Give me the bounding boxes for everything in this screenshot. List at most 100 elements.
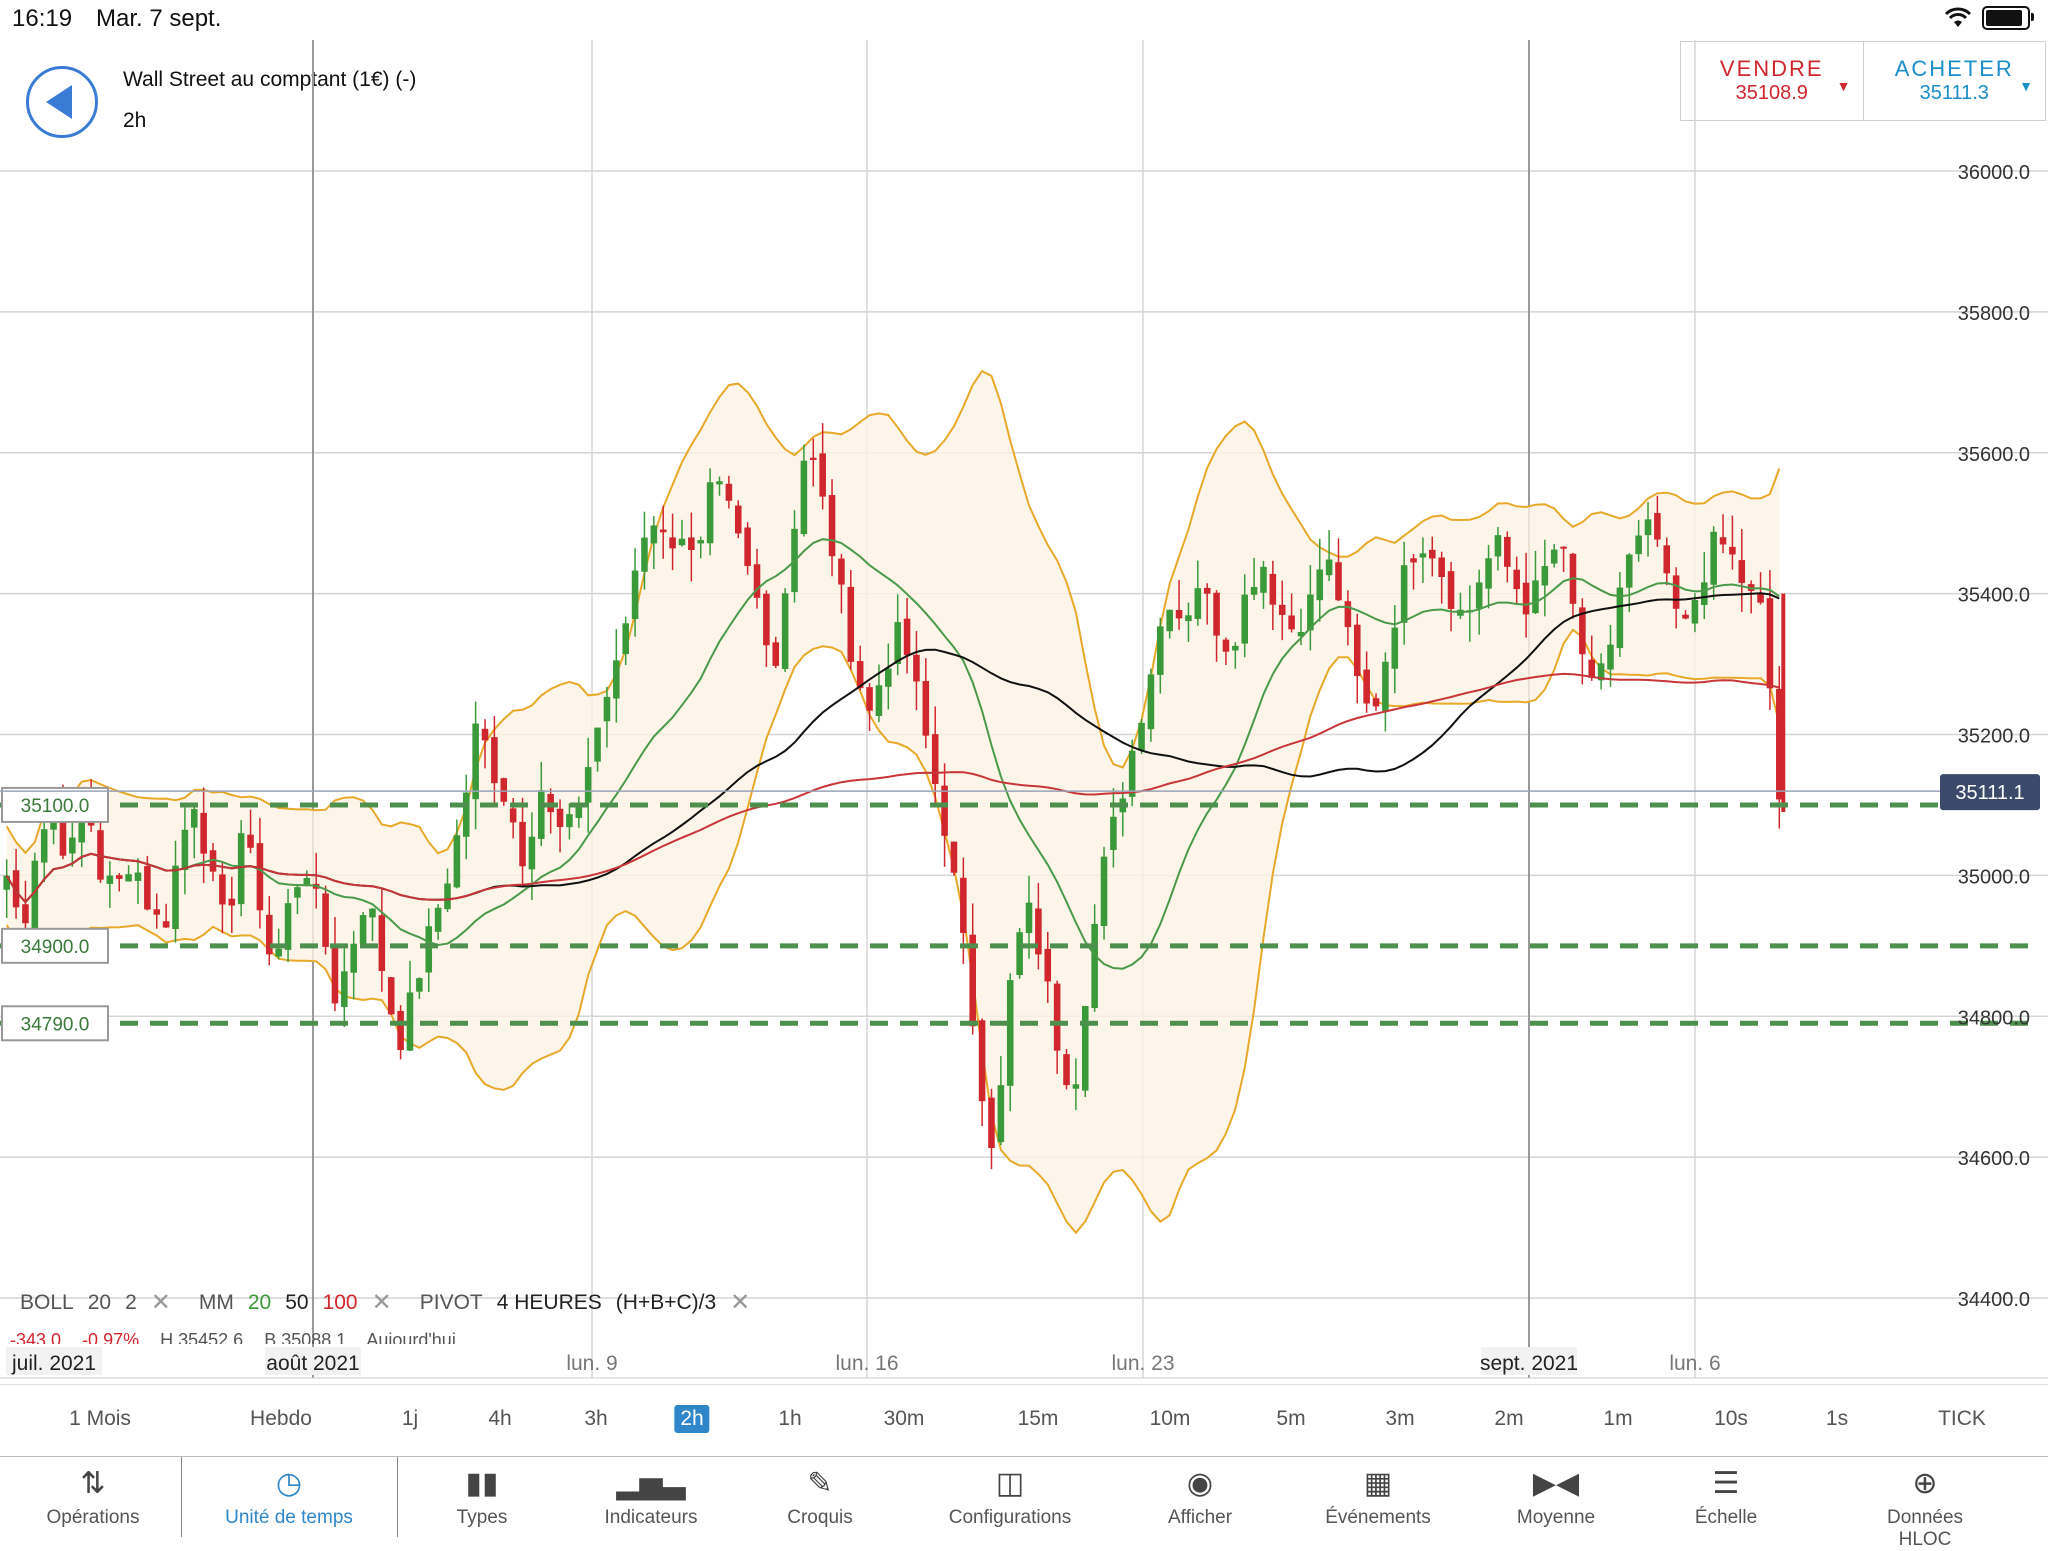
timeframe-3m[interactable]: 3m: [1385, 1407, 1415, 1430]
pencil-icon: ✎: [807, 1467, 833, 1500]
candle-body: [472, 723, 479, 800]
boll-remove-icon[interactable]: ✕: [150, 1289, 171, 1316]
battery-icon: [1982, 6, 2034, 30]
candle-body: [753, 564, 761, 598]
buy-button[interactable]: ACHETER 35111.3 ▼: [1862, 42, 2046, 120]
price-chart[interactable]: 35100.0 34900.0 34790.0 35111.1 36000.0 3580…: [0, 40, 2048, 1380]
nav-clock[interactable]: ◷ Unité de temps: [225, 1457, 353, 1537]
timeframe-1s[interactable]: 1s: [1825, 1407, 1849, 1430]
scale-icon: ☰: [1712, 1467, 1740, 1500]
candle-body: [1091, 923, 1098, 1009]
candle-body: [809, 457, 817, 460]
status-date: Mar. 7 sept.: [96, 5, 222, 32]
pivot-param-2: (H+B+C)/3: [615, 1290, 717, 1314]
nav-average[interactable]: ▶◀ Moyenne: [1517, 1457, 1595, 1537]
candle-body: [509, 808, 517, 823]
status-icons: [1944, 6, 2034, 30]
candle-body: [1597, 663, 1605, 681]
timeframe-30m[interactable]: 30m: [883, 1407, 925, 1430]
candle-body: [1447, 571, 1455, 609]
candle-body: [1616, 587, 1624, 649]
candle-body: [838, 558, 845, 585]
current-price-tag[interactable]: [1940, 774, 2040, 811]
candle-body: [228, 898, 236, 906]
candle-body: [1710, 531, 1717, 585]
candle-body: [960, 877, 967, 933]
candle-body: [406, 992, 414, 1051]
sell-button[interactable]: VENDRE 35108.9 ▼: [1681, 42, 1863, 120]
candle-body: [444, 883, 451, 910]
timeframe-5m[interactable]: 5m: [1276, 1407, 1306, 1430]
nav-eye[interactable]: ◉ Afficher: [1168, 1457, 1232, 1537]
candle-body: [237, 833, 245, 905]
timeframe-10m[interactable]: 10m: [1149, 1407, 1191, 1430]
nav-scale[interactable]: ☰ Échelle: [1695, 1457, 1757, 1537]
mm-remove-icon[interactable]: ✕: [371, 1289, 392, 1316]
candle-body: [613, 660, 620, 699]
candle-body: [688, 537, 695, 550]
candle-body: [716, 481, 723, 485]
timeframe-1-mois[interactable]: 1 Mois: [69, 1407, 131, 1430]
nav-calendar[interactable]: ▦ Événements: [1325, 1457, 1431, 1537]
timeframe-1j[interactable]: 1j: [401, 1407, 419, 1430]
candle-body: [1588, 659, 1596, 678]
timeframe-3h[interactable]: 3h: [584, 1407, 608, 1430]
candle-body: [1081, 1005, 1089, 1091]
mm-label: MM: [198, 1290, 234, 1314]
candle-body: [1203, 587, 1211, 594]
candle-body: [538, 790, 545, 839]
timeframe-tick[interactable]: TICK: [1938, 1407, 1986, 1430]
candle-body: [1063, 1054, 1070, 1086]
timeframe-10s[interactable]: 10s: [1714, 1407, 1748, 1430]
candle-body: [350, 943, 357, 973]
nav-operations[interactable]: ⇅ Opérations: [47, 1457, 140, 1537]
candle-body: [31, 860, 39, 930]
timeframe-1h[interactable]: 1h: [778, 1407, 802, 1430]
nav-pencil[interactable]: ✎ Croquis: [787, 1457, 852, 1537]
candle-body: [950, 841, 958, 873]
candle-body: [744, 527, 751, 566]
candle-body: [22, 904, 29, 924]
bar-chart-icon: ▂▅▃: [616, 1467, 686, 1500]
candle-body: [734, 505, 742, 534]
pivot-remove-icon[interactable]: ✕: [730, 1289, 751, 1316]
nav-bar-chart[interactable]: ▂▅▃ Indicateurs: [605, 1457, 698, 1537]
candle-body: [763, 593, 770, 646]
candle-body: [247, 834, 254, 848]
candle-body: [397, 1010, 404, 1051]
timeframe-4h[interactable]: 4h: [488, 1407, 512, 1430]
timeframe-1m[interactable]: 1m: [1603, 1407, 1633, 1430]
back-button[interactable]: [26, 66, 98, 138]
candle-body: [1222, 639, 1230, 652]
candle-body: [1044, 948, 1052, 982]
candle-body: [1419, 553, 1427, 558]
candle-body: [969, 934, 977, 1027]
timeframe-hebdo[interactable]: Hebdo: [250, 1407, 312, 1430]
timeframe-2h[interactable]: 2h: [674, 1405, 710, 1433]
candle-body: [1110, 816, 1117, 850]
candle-body: [1185, 615, 1192, 622]
candle-body: [266, 914, 273, 955]
candle-body: [275, 948, 282, 957]
candle-body: [1410, 558, 1417, 563]
candle-body: [1429, 549, 1436, 559]
candle-body: [1691, 600, 1699, 624]
timeframe-2m[interactable]: 2m: [1494, 1407, 1524, 1430]
eye-icon: ◉: [1186, 1467, 1214, 1500]
candle-body: [1128, 750, 1136, 797]
nav-crosshair[interactable]: ⊕ Données HLOC: [1864, 1457, 1987, 1550]
candle-body: [97, 830, 104, 880]
y-axis-label: 34400.0: [1958, 1289, 2030, 1311]
y-axis-label: 35200.0: [1958, 726, 2030, 748]
buy-price: 35111.3: [1919, 82, 1989, 104]
buy-caret-icon: ▼: [2019, 78, 2033, 94]
candle-body: [106, 875, 114, 884]
nav-candles[interactable]: ▮▮ Types: [457, 1457, 508, 1537]
timeframe-15m[interactable]: 15m: [1017, 1407, 1059, 1430]
indicator-legend: BOLL 20 2 ✕ MM 20 50 100 ✕ PIVOT 4 HEURE…: [20, 1288, 764, 1317]
candle-body: [556, 808, 564, 828]
status-time: 16:19: [12, 5, 73, 32]
candle-body: [491, 737, 498, 784]
nav-layout[interactable]: ◫ Configurations: [949, 1457, 1072, 1537]
candle-body: [1006, 980, 1014, 1086]
